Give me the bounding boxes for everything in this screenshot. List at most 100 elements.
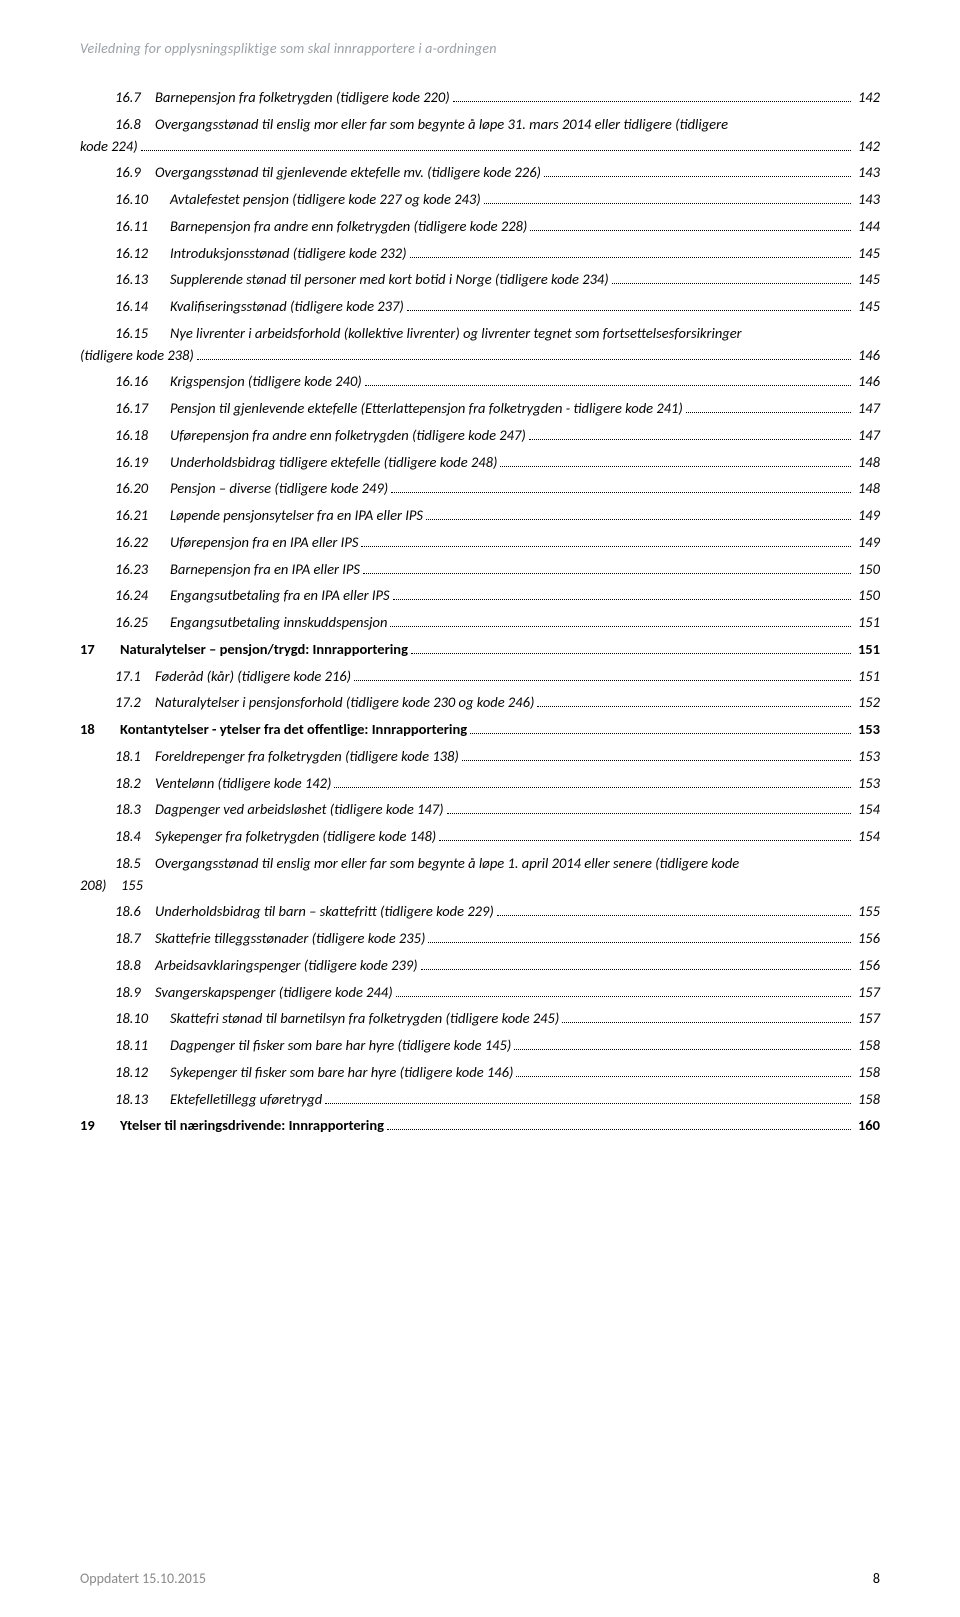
toc-entry: 18.12Sykepenger til fisker som bare har … xyxy=(80,1062,880,1084)
toc-number: 16.15 xyxy=(115,323,170,345)
toc-title: Ventelønn (tidligere kode 142) xyxy=(155,773,331,795)
toc-title: Svangerskapspenger (tidligere kode 244) xyxy=(155,982,393,1004)
toc-title: Uførepensjon fra en IPA eller IPS xyxy=(170,532,358,554)
toc-leader-dots xyxy=(470,733,851,734)
toc-title: Kvalifiseringsstønad (tidligere kode 237… xyxy=(170,296,404,318)
toc-number: 18.9 xyxy=(115,982,155,1004)
toc-number: 18.11 xyxy=(115,1035,170,1057)
toc-leader-dots xyxy=(529,439,851,440)
toc-entry: 17.1Føderåd (kår) (tidligere kode 216)15… xyxy=(80,666,880,688)
toc-entry: 19Ytelser til næringsdrivende: Innrappor… xyxy=(80,1115,880,1137)
toc-page: 153 xyxy=(854,719,880,741)
toc-leader-dots xyxy=(686,412,851,413)
toc-entry: 18.13Ektefelletillegg uføretrygd158 xyxy=(80,1089,880,1111)
toc-number: 16.14 xyxy=(115,296,170,318)
toc-title: Engangsutbetaling innskuddspensjon xyxy=(170,612,387,634)
toc-title: Dagpenger ved arbeidsløshet (tidligere k… xyxy=(155,799,444,821)
toc-entry: 18.9Svangerskapspenger (tidligere kode 2… xyxy=(80,982,880,1004)
toc-page: 151 xyxy=(854,612,880,634)
toc-title: Overgangsstønad til enslig mor eller far… xyxy=(155,853,739,875)
toc-number: 16.18 xyxy=(115,425,170,447)
toc-page: 148 xyxy=(854,452,880,474)
toc-leader-dots xyxy=(544,176,851,177)
toc-leader-dots xyxy=(447,813,851,814)
toc-leader-dots xyxy=(497,915,851,916)
toc-entry: 16.12Introduksjonsstønad (tidligere kode… xyxy=(80,243,880,265)
toc-leader-dots xyxy=(453,101,851,102)
toc-entry: 16.15Nye livrenter i arbeidsforhold (kol… xyxy=(80,323,880,367)
toc-leader-dots xyxy=(391,492,851,493)
toc-number: 18.7 xyxy=(115,928,155,950)
toc-entry: 16.24Engangsutbetaling fra en IPA eller … xyxy=(80,585,880,607)
toc-title: Engangsutbetaling fra en IPA eller IPS xyxy=(170,585,390,607)
toc-entry: 18.5Overgangsstønad til enslig mor eller… xyxy=(80,853,880,897)
toc-title: Pensjon – diverse (tidligere kode 249) xyxy=(170,478,388,500)
toc-title: Barnepensjon fra en IPA eller IPS xyxy=(170,559,360,581)
toc-entry: 18Kontantytelser - ytelser fra det offen… xyxy=(80,719,880,741)
toc-number: 16.23 xyxy=(115,559,170,581)
toc-leader-dots xyxy=(411,653,851,654)
toc-leader-dots xyxy=(516,1076,851,1077)
toc-number: 18.3 xyxy=(115,799,155,821)
toc-entry: 18.3Dagpenger ved arbeidsløshet (tidlige… xyxy=(80,799,880,821)
toc-leader-dots xyxy=(612,283,851,284)
toc-entry: 16.17Pensjon til gjenlevende ektefelle (… xyxy=(80,398,880,420)
toc-title-line2: (tidligere kode 238) xyxy=(80,345,194,367)
toc-title-line2: 208) 155 xyxy=(80,875,143,897)
toc-page: 152 xyxy=(854,692,880,714)
toc-entry: 18.1Foreldrepenger fra folketrygden (tid… xyxy=(80,746,880,768)
toc-entry: 18.8Arbeidsavklaringspenger (tidligere k… xyxy=(80,955,880,977)
toc-number: 16.25 xyxy=(115,612,170,634)
toc-entry: 16.23Barnepensjon fra en IPA eller IPS 15… xyxy=(80,559,880,581)
toc-leader-dots xyxy=(428,942,851,943)
toc-leader-dots xyxy=(390,626,850,627)
toc-title: Naturalytelser i pensjonsforhold (tidlig… xyxy=(155,692,534,714)
toc-page: 150 xyxy=(854,559,880,581)
toc-page: 156 xyxy=(854,955,880,977)
toc-title: Kontantytelser - ytelser fra det offentl… xyxy=(120,719,467,741)
toc-page: 145 xyxy=(854,243,880,265)
toc-entry: 18.11Dagpenger til fisker som bare har h… xyxy=(80,1035,880,1057)
toc-page: 158 xyxy=(854,1062,880,1084)
toc-page: 149 xyxy=(854,505,880,527)
toc-page: 147 xyxy=(854,425,880,447)
toc-leader-dots xyxy=(325,1103,851,1104)
toc-entry: 16.13Supplerende stønad til personer med… xyxy=(80,269,880,291)
toc-number: 18 xyxy=(80,719,120,741)
toc-page: 151 xyxy=(854,666,880,688)
toc-entry: 16.20Pensjon – diverse (tidligere kode 2… xyxy=(80,478,880,500)
toc-page: 147 xyxy=(854,398,880,420)
toc-number: 19 xyxy=(80,1115,120,1137)
toc-entry: 16.16Krigspensjon (tidligere kode 240)14… xyxy=(80,371,880,393)
toc-number: 17.2 xyxy=(115,692,155,714)
toc-title: Uførepensjon fra andre enn folketrygden … xyxy=(170,425,526,447)
toc-number: 16.9 xyxy=(115,162,155,184)
toc-entry: 17Naturalytelser – pensjon/trygd: Innrap… xyxy=(80,639,880,661)
toc-number: 18.13 xyxy=(115,1089,170,1111)
toc-title: Skattefri stønad til barnetilsyn fra fol… xyxy=(170,1008,559,1030)
toc-number: 17.1 xyxy=(115,666,155,688)
toc-page: 150 xyxy=(854,585,880,607)
toc-leader-dots xyxy=(197,359,851,360)
toc-page: 154 xyxy=(854,826,880,848)
toc-entry: 16.22Uførepensjon fra en IPA eller IPS14… xyxy=(80,532,880,554)
toc-entry: 16.18Uførepensjon fra andre enn folketry… xyxy=(80,425,880,447)
toc-leader-dots xyxy=(537,706,851,707)
toc-entry: 18.10Skattefri stønad til barnetilsyn fr… xyxy=(80,1008,880,1030)
toc-title: Underholdsbidrag tidligere ektefelle (ti… xyxy=(170,452,497,474)
toc-leader-dots xyxy=(141,150,851,151)
toc-title: Overgangsstønad til enslig mor eller far… xyxy=(155,114,728,136)
toc-leader-dots xyxy=(421,969,851,970)
toc-title-line2: kode 224) xyxy=(80,136,138,158)
toc-page: 154 xyxy=(854,799,880,821)
page-header: Veiledning for opplysningspliktige som s… xyxy=(80,40,880,57)
toc-leader-dots xyxy=(439,840,851,841)
toc-entry: 18.6Underholdsbidrag til barn – skattefr… xyxy=(80,901,880,923)
toc-number: 18.12 xyxy=(115,1062,170,1084)
toc-page: 157 xyxy=(854,1008,880,1030)
toc-leader-dots xyxy=(410,257,851,258)
toc-number: 16.19 xyxy=(115,452,170,474)
toc-leader-dots xyxy=(396,996,851,997)
toc-leader-dots xyxy=(514,1049,851,1050)
toc-leader-dots xyxy=(387,1129,851,1130)
